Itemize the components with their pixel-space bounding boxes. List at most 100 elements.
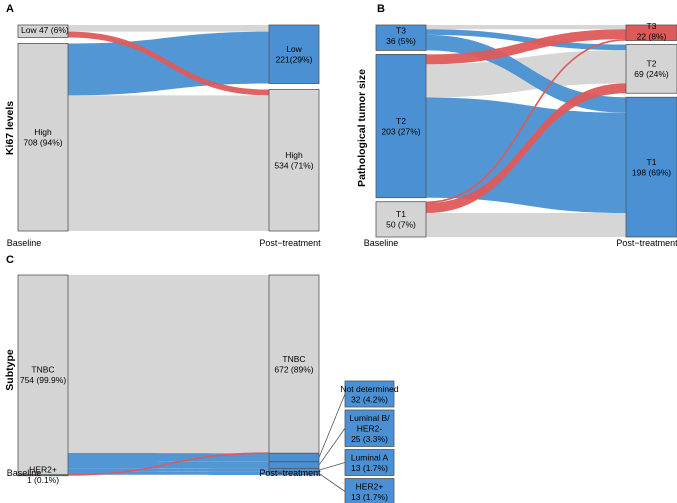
node-label-line: T2 — [396, 116, 406, 126]
node-label-line: 672 (89%) — [274, 364, 313, 374]
node-label-line: 221(29%) — [276, 55, 313, 65]
node-bar-p-high — [269, 89, 319, 231]
node-label-line: Low — [286, 44, 302, 54]
flow-b-tnbc-to-p-lumb — [68, 461, 269, 469]
node-bar-b-tnbc — [18, 275, 68, 475]
node-label-p-t3: T3 22 (8%) — [637, 21, 667, 42]
flows — [67, 275, 270, 476]
y-axis-label: Subtype — [4, 349, 16, 391]
flow-b-low-to-p-low — [68, 25, 269, 32]
node-label-line: T1 — [647, 157, 657, 167]
node-label-line: High — [34, 127, 52, 137]
node-outline-b-t1 — [375, 201, 427, 238]
node-bar-p-lumb — [269, 461, 319, 469]
node-label-line: 1 (0.1%) — [27, 475, 59, 485]
node-bar-p-nd — [269, 453, 319, 462]
callout-leader-p-her2 — [318, 473, 346, 492]
node-bar-p-t1 — [626, 97, 677, 237]
callout-box-p-nd — [344, 380, 395, 408]
node-outline-p-t2 — [625, 44, 677, 94]
flows — [425, 25, 627, 237]
node-label-line: 198 (69%) — [632, 167, 671, 177]
node-bar-b-t2 — [376, 54, 426, 198]
node-outline-p-high — [268, 89, 320, 232]
node-label-line: 22 (8%) — [637, 31, 667, 41]
node-bar-b-t1 — [376, 201, 426, 237]
x-axis-label-post-treatment: Post−treatment — [259, 238, 321, 248]
y-axis-label: Ki67 levels — [4, 101, 16, 155]
node-label-b-t1: T1 50 (7%) — [386, 209, 416, 230]
callout-leader-p-lumb — [318, 428, 346, 466]
flows — [68, 25, 269, 232]
callout-box-p-luma — [344, 449, 395, 476]
flow-b-t2-to-p-t3 — [426, 29, 626, 65]
node-bar-p-low — [269, 25, 319, 84]
node-label-line: 25 (3.3%) — [351, 434, 388, 444]
flow-b-t3-to-p-t3 — [426, 25, 626, 30]
panel-c-subtype: TNBC 754 (99.9%)HER2+ 1 (0.1%)TNBC 672 (89%… — [4, 254, 399, 503]
node-label-line: Luminal B/ — [349, 413, 390, 423]
flow-b-t1-to-p-t3 — [425, 39, 627, 204]
panel-a-ki67: Low 47 (6%)High 708 (94%)Low 221(29%)High 5… — [4, 3, 321, 248]
node-label-p-low: Low 221(29%) — [276, 44, 313, 65]
node-outline-b-her2 — [17, 474, 69, 477]
node-label-p-nd: Not determined 32 (4.2%) — [340, 384, 398, 405]
panel-letter: C — [6, 254, 14, 266]
x-axis-label-post-treatment: Post−treatment — [259, 468, 321, 478]
node-label-line: Low 47 (6%) — [21, 25, 69, 35]
node-bar-p-luma — [269, 468, 319, 472]
node-outline-b-t2 — [375, 54, 427, 199]
node-outline-p-t3 — [625, 24, 677, 41]
node-label-line: 32 (4.2%) — [351, 394, 388, 404]
flow-b-t1-to-p-t2 — [426, 83, 626, 214]
node-bar-b-high — [18, 43, 68, 231]
callout-leader-p-nd — [318, 393, 346, 458]
node-label-b-high: High 708 (94%) — [23, 127, 62, 148]
node-label-p-tnbc: TNBC 672 (89%) — [274, 354, 313, 375]
node-label-b-low: Low 47 (6%) — [21, 25, 69, 35]
nodes — [375, 24, 677, 238]
node-label-line: TNBC — [31, 365, 54, 375]
node-bar-b-low — [18, 25, 68, 38]
node-bar-p-t2 — [626, 44, 677, 94]
callout-leader-p-luma — [318, 462, 346, 471]
node-label-line: HER2- — [357, 423, 383, 433]
node-label-line: Luminal A — [351, 452, 389, 462]
node-label-line: T3 — [647, 21, 657, 31]
node-label-line: Not determined — [340, 384, 398, 394]
node-label-line: 13 (1.7%) — [351, 463, 388, 473]
panel-b-tumor-size: T3 36 (5%)T2 203 (27%)T1 50 (7%)T3 22 (8%)T2… — [356, 3, 677, 248]
node-label-line: T1 — [396, 209, 406, 219]
node-label-p-high: High 534 (71%) — [274, 150, 313, 171]
node-label-line: T2 — [647, 59, 657, 69]
node-outline-b-low — [17, 24, 69, 38]
flow-b-tnbc-to-p-luma — [68, 468, 269, 472]
flow-b-tnbc-to-p-tnbc — [68, 275, 269, 454]
node-outline-b-high — [17, 43, 69, 232]
panel-letter: A — [6, 3, 14, 15]
nodes — [17, 274, 320, 477]
node-label-line: 203 (27%) — [381, 126, 420, 136]
flow-b-t3-to-p-t2 — [426, 29, 626, 51]
node-label-p-lumb: Luminal B/HER2-25 (3.3%) — [349, 413, 390, 444]
node-label-b-t3: T3 36 (5%) — [386, 25, 416, 46]
node-label-line: HER2+ — [356, 481, 384, 491]
node-label-p-her2: HER2+ 13 (1.7%) — [351, 481, 388, 502]
flow-b-her2-to-p-tnbc — [67, 452, 270, 476]
flow-b-t2-to-p-t1 — [426, 97, 626, 213]
node-label-line: 534 (71%) — [274, 161, 313, 171]
node-label-line: TNBC — [282, 354, 305, 364]
node-bar-p-t3 — [626, 25, 677, 41]
flow-b-t1-to-p-t1 — [426, 213, 626, 237]
node-bar-p-tnbc — [269, 275, 319, 454]
node-label-b-t2: T2 203 (27%) — [381, 116, 420, 137]
node-label-line: 13 (1.7%) — [351, 492, 388, 502]
x-axis-label-baseline: Baseline — [7, 238, 42, 248]
node-outline-p-t1 — [625, 96, 677, 238]
flow-b-low-to-p-high — [68, 31, 269, 96]
node-outline-p-low — [268, 24, 320, 84]
panel-letter: B — [377, 3, 385, 15]
node-label-line: 50 (7%) — [386, 220, 416, 230]
node-outline-b-t3 — [375, 24, 427, 51]
